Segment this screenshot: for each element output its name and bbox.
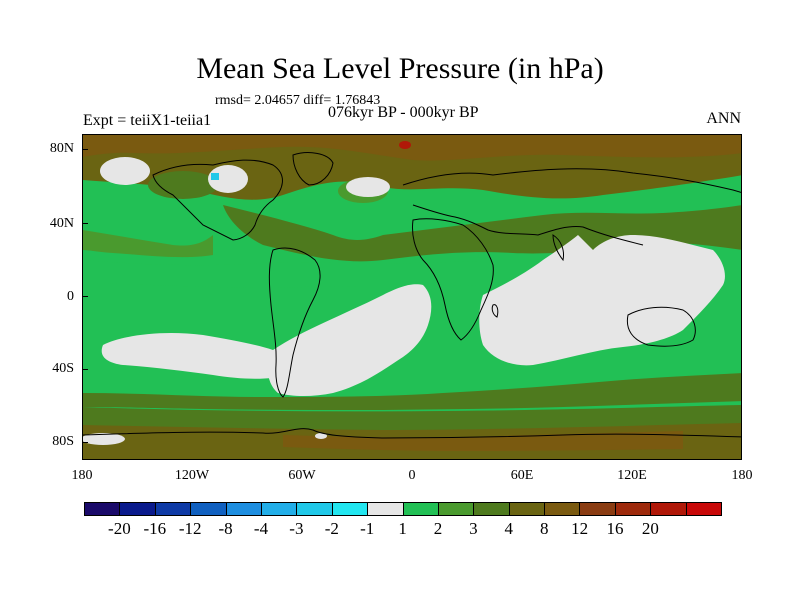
greenland-coast — [292, 152, 334, 186]
experiment-label: Expt = teiiX1-teiia1 — [83, 112, 212, 129]
colorbar-box — [154, 502, 192, 516]
colorbar-label: -4 — [253, 519, 269, 538]
north-dark-brown-region — [83, 135, 741, 161]
lon-label-60w: 60W — [288, 468, 316, 483]
colorbar-box — [225, 502, 262, 516]
colorbar-label: -20 — [108, 519, 131, 538]
lat-label-40s: 40S — [52, 361, 74, 376]
lon-label-60e: 60E — [510, 468, 534, 483]
australia-coast — [626, 306, 696, 347]
coastlines — [83, 152, 741, 439]
antarctic-dark-brown-region — [283, 431, 683, 451]
africa-coast — [412, 218, 494, 341]
colorbar-box — [614, 502, 652, 516]
lat-tick — [82, 149, 88, 150]
lon-label-120w: 120W — [174, 468, 210, 483]
colorbar-label: 1 — [398, 519, 407, 538]
colorbar-box — [296, 502, 333, 516]
colorbar-box — [402, 502, 439, 516]
stats-label: rmsd= 2.04657 diff= 1.76843 — [215, 93, 381, 108]
colorbar-box — [367, 502, 404, 516]
lon-label-180w: 180 — [71, 468, 93, 483]
lat-label-80s: 80S — [52, 434, 74, 449]
colorbar — [84, 502, 723, 516]
colorbar-box — [473, 502, 510, 516]
colorbar-box — [119, 502, 156, 516]
colorbar-label: 8 — [539, 519, 549, 538]
india-coast — [552, 234, 564, 262]
ross-sea-white-patch — [83, 433, 125, 445]
north-pacific-green-band — [83, 230, 213, 258]
colorbar-label: 20 — [641, 519, 659, 538]
colorbar-box — [650, 502, 687, 516]
period-label: 076kyr BP - 000kyr BP — [328, 104, 479, 121]
lat-tick — [82, 369, 88, 370]
south-midlatitude-olive — [83, 373, 741, 410]
north-america-coast — [152, 159, 283, 241]
south-america-coast — [268, 247, 321, 398]
south-atlantic-white-region — [267, 284, 432, 396]
colorbar-label: 4 — [504, 519, 514, 538]
cyan-patch — [211, 173, 219, 180]
lat-label-40n: 40N — [49, 216, 74, 231]
colorbar-box — [260, 502, 298, 516]
colorbar-label: -3 — [289, 519, 304, 538]
tropical-band — [83, 260, 483, 288]
colorbar-box — [331, 502, 369, 516]
lon-label-180e: 180 — [731, 468, 753, 483]
arctic-red-patch — [399, 141, 411, 149]
colorbar-box — [84, 502, 121, 516]
lat-tick — [82, 442, 88, 443]
eurasia-coast — [402, 168, 741, 246]
colorbar-label: -2 — [324, 519, 339, 538]
colorbar-label: -12 — [178, 519, 202, 538]
colorbar-box — [685, 502, 723, 516]
colorbar-box — [579, 502, 616, 516]
antarctica-coast — [83, 428, 741, 439]
indian-ocean-white-region — [479, 235, 725, 366]
north-pacific-olive — [148, 171, 218, 199]
colorbar-label: 3 — [469, 519, 478, 538]
weddell-white-patch — [315, 433, 327, 439]
south-pacific-white-region — [101, 333, 285, 379]
lat-label-0: 0 — [67, 289, 74, 304]
colorbar-box — [508, 502, 546, 516]
colorbar-label: 2 — [433, 519, 443, 538]
lat-label-80n: 80N — [49, 141, 74, 156]
colorbar-box — [437, 502, 475, 516]
season-label: ANN — [706, 110, 741, 127]
lat-tick — [82, 296, 88, 297]
north-atlantic-white-patch — [346, 177, 390, 197]
madagascar-coast — [491, 304, 499, 318]
colorbar-label: 16 — [606, 519, 624, 538]
bering-white-patch — [100, 157, 150, 185]
pressure-anomaly-map — [83, 135, 741, 459]
colorbar-label: -1 — [360, 519, 375, 538]
colorbar-label: 12 — [571, 519, 589, 538]
lat-tick — [82, 223, 88, 224]
lon-label-120e: 120E — [617, 468, 647, 483]
lon-label-0: 0 — [408, 468, 416, 483]
colorbar-box — [190, 502, 227, 516]
colorbar-label: -16 — [143, 519, 167, 538]
canada-white-patch — [208, 165, 248, 193]
plot-title: Mean Sea Level Pressure (in hPa) — [196, 52, 604, 85]
colorbar-label: -8 — [218, 519, 233, 538]
map-panel — [82, 134, 742, 460]
colorbar-box — [544, 502, 581, 516]
